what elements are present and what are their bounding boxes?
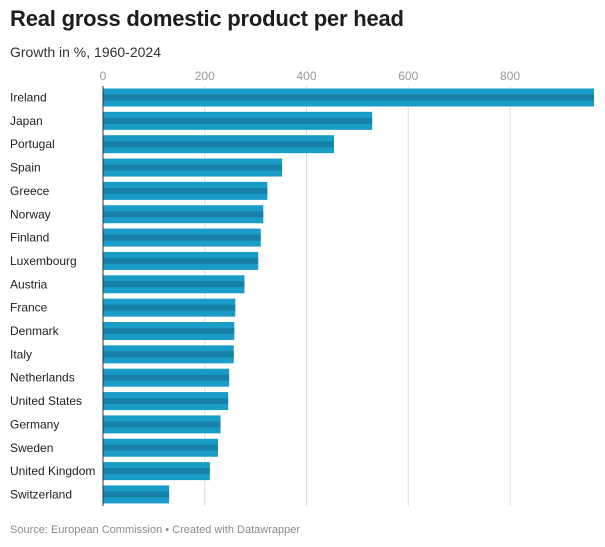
category-label: Sweden [10, 441, 53, 455]
bar-stripe [103, 398, 229, 405]
category-label: United States [10, 394, 82, 408]
category-label: Luxembourg [10, 254, 77, 268]
x-tick-label: 600 [398, 69, 418, 83]
x-tick-label: 800 [500, 69, 520, 83]
bar-stripe [103, 234, 261, 241]
bar-stripe [103, 141, 334, 148]
category-label: Greece [10, 184, 50, 198]
source-note: Source: European Commission • Created wi… [10, 524, 300, 536]
category-label: Germany [10, 417, 59, 431]
bar-stripe [103, 421, 221, 428]
category-label: Netherlands [10, 371, 75, 385]
x-tick-label: 400 [297, 69, 317, 83]
bar-stripe [103, 468, 210, 475]
chart-title: Real gross domestic product per head [10, 6, 404, 31]
category-label: Denmark [10, 324, 60, 338]
bar-stripe [103, 281, 245, 288]
category-label: Spain [10, 161, 41, 175]
category-label: Finland [10, 231, 49, 245]
bar-stripe [103, 328, 235, 334]
category-label: Portugal [10, 137, 55, 151]
bar-stripe [103, 304, 236, 311]
bar-stripe [103, 94, 594, 101]
bar-stripe [103, 374, 230, 381]
bar-stripe [103, 351, 234, 358]
category-label: Ireland [10, 91, 47, 105]
bar-stripe [103, 491, 170, 498]
bar-stripe [103, 211, 264, 218]
category-label: Switzerland [10, 487, 72, 501]
category-label: France [10, 301, 48, 315]
chart-subtitle: Growth in %, 1960-2024 [10, 44, 161, 60]
category-label: Austria [10, 277, 48, 291]
bar-stripe [103, 164, 283, 171]
bar-stripe [103, 187, 268, 194]
category-label: Norway [10, 207, 51, 221]
bar-stripe [103, 117, 373, 124]
category-label: Japan [10, 114, 43, 128]
category-label: United Kingdom [10, 464, 95, 478]
bar-stripe [103, 444, 218, 451]
bar-stripe [103, 257, 259, 264]
x-tick-label: 0 [100, 69, 107, 83]
x-tick-label: 200 [195, 69, 215, 83]
category-label: Italy [10, 347, 32, 361]
